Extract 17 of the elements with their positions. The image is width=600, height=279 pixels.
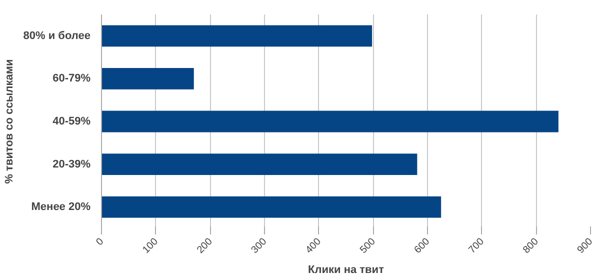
y-tick-label: 80% и более: [23, 30, 91, 42]
x-tick-label: 0: [94, 236, 106, 248]
x-tick-label: 800: [521, 236, 542, 256]
x-tick-label: 300: [250, 236, 270, 256]
y-tick-label: 20-39%: [52, 158, 91, 170]
y-axis-title: % твитов со ссылками: [3, 59, 16, 184]
x-tick-label: 600: [412, 236, 432, 256]
y-tick-label: Менее 20%: [31, 201, 91, 214]
x-tick-label: 700: [466, 236, 487, 256]
x-tick-label: 200: [195, 236, 216, 256]
x-tick-label: 100: [140, 236, 161, 256]
x-axis-title: Клики на твит: [308, 264, 385, 276]
y-tick-label: 60-79%: [52, 72, 91, 85]
x-tick-label: 900: [576, 236, 596, 256]
x-tick-label: 400: [304, 236, 324, 256]
x-tick-label: 500: [358, 236, 378, 256]
y-tick-label: 40-59%: [52, 116, 91, 128]
